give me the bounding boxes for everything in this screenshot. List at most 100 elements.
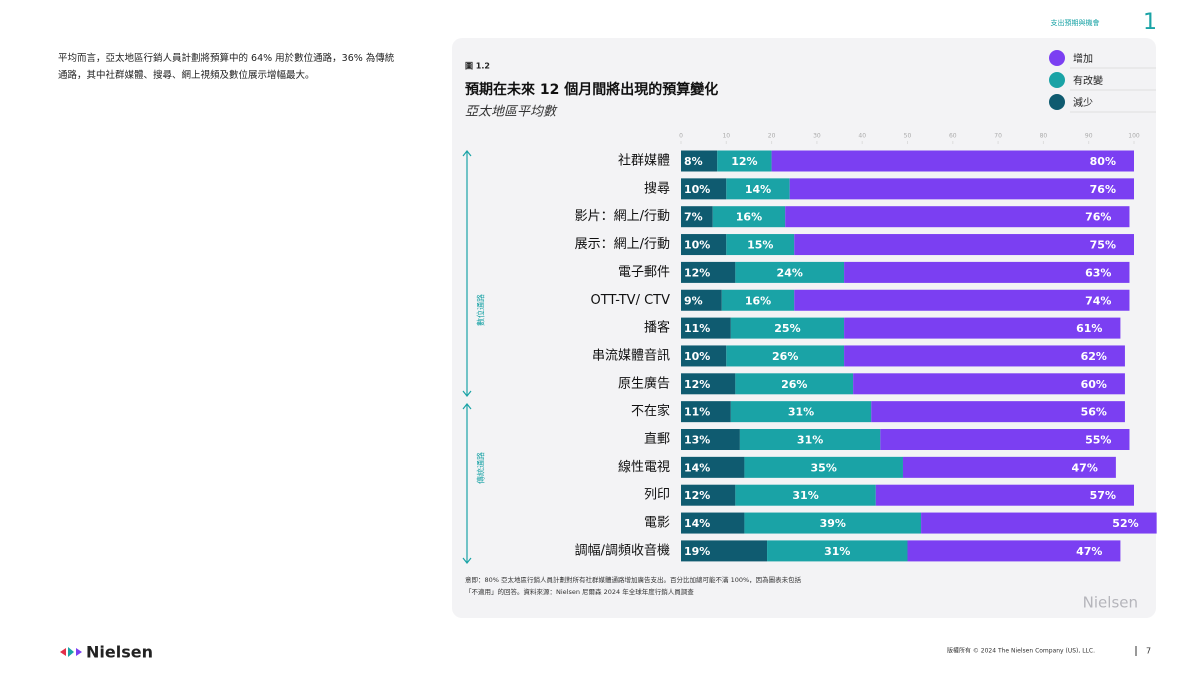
bar-segment [726, 178, 790, 200]
bar-segment [721, 289, 795, 311]
intro-text: 平均而言，亞太地區行銷人員計劃將預算中的 64% 用於數位通路，36% 為傳統通… [58, 53, 395, 81]
x-tick-label: 70 [994, 133, 1002, 140]
value-label: 75% [1090, 239, 1116, 252]
value-label: 12% [684, 378, 710, 391]
value-label: 76% [1085, 211, 1111, 224]
bar-segment [681, 540, 768, 562]
value-label: 47% [1072, 461, 1098, 474]
value-label: 16% [736, 211, 762, 224]
y-tick-label: 線性電視 [618, 459, 670, 475]
bar-segment [794, 289, 1130, 311]
value-label: 74% [1085, 294, 1111, 307]
value-label: 57% [1090, 489, 1116, 502]
value-label: 7% [684, 211, 703, 224]
bar-segment [739, 429, 881, 450]
x-tick-label: 40 [858, 133, 866, 140]
x-tick-label: 0 [679, 133, 683, 140]
chart-subtitle: 亞太地區平均數 [465, 105, 558, 120]
bar-segment [844, 317, 1121, 339]
arrow-head [462, 557, 472, 564]
bar-segment [844, 345, 1125, 367]
value-label: 11% [684, 322, 710, 335]
y-tick-label: 列印 [644, 488, 670, 503]
bar-segment [730, 317, 845, 339]
value-label: 31% [792, 489, 818, 502]
group-label: 傳統通路 [476, 452, 486, 484]
x-tick-label: 90 [1085, 133, 1093, 140]
value-label: 39% [820, 517, 846, 530]
bar-segment [681, 512, 745, 534]
x-tick-label: 20 [768, 133, 776, 140]
bar-segment [712, 206, 786, 228]
bar-segment [681, 261, 736, 283]
section-number: 1 [1143, 10, 1157, 35]
bar-segment [785, 206, 1130, 228]
value-label: 12% [731, 155, 757, 168]
value-label: 13% [684, 434, 710, 447]
x-tick-label: 80 [1040, 133, 1048, 140]
y-tick-label: 電子郵件 [618, 265, 670, 280]
bar-segment [735, 484, 876, 506]
bar-segment [730, 401, 872, 423]
logo-shape [76, 648, 82, 656]
value-label: 26% [781, 378, 807, 391]
value-label: 10% [684, 350, 710, 363]
bar-segment [767, 540, 908, 562]
value-label: 56% [1081, 406, 1107, 419]
bar-segment [844, 261, 1130, 283]
bar-segment [794, 234, 1134, 256]
legend-label: 減少 [1073, 96, 1093, 109]
chart-title: 預期在未來 12 個月間將出現的預算變化 [465, 81, 718, 98]
value-label: 62% [1081, 350, 1107, 363]
bar-segment [902, 456, 1116, 478]
x-tick-label: 30 [813, 133, 821, 140]
value-label: 76% [1090, 183, 1116, 196]
value-label: 9% [684, 294, 703, 307]
y-tick-label: 直郵 [644, 432, 670, 447]
page-number: 7 [1146, 647, 1151, 656]
figure-label: 圖 1.2 [465, 61, 490, 71]
value-label: 14% [684, 517, 710, 530]
x-tick-label: 10 [722, 133, 730, 140]
bar-segment [681, 484, 736, 506]
x-tick-label: 60 [949, 133, 957, 140]
value-label: 35% [811, 461, 837, 474]
y-tick-label: 社群媒體 [618, 153, 670, 169]
value-label: 55% [1085, 434, 1111, 447]
y-tick-label: 調幅/調頻收音機 [575, 542, 670, 558]
value-label: 14% [684, 461, 710, 474]
y-tick-label: 不在家 [631, 403, 670, 419]
value-label: 60% [1081, 378, 1107, 391]
bar-segment [880, 429, 1130, 450]
value-label: 80% [1090, 155, 1116, 168]
bar-segment [681, 429, 740, 450]
bar-segment [681, 456, 745, 478]
y-tick-label: 原生廣告 [618, 376, 670, 391]
value-label: 12% [684, 266, 710, 279]
legend-label: 有改變 [1073, 74, 1103, 87]
bar-segment [681, 373, 736, 395]
watermark: Nielsen [1083, 594, 1138, 612]
legend-swatch [1049, 94, 1065, 110]
x-tick-label: 100 [1128, 133, 1140, 140]
y-tick-label: 電影 [644, 516, 670, 531]
bar-segment [681, 401, 731, 423]
chart-note: 意即：80% 亞太地區行銷人員計劃對所有社群媒體通路增加廣告支出。百分比加總可能… [465, 575, 802, 584]
arrow-head [462, 150, 472, 157]
value-label: 8% [684, 155, 703, 168]
value-label: 31% [788, 406, 814, 419]
logo-shape [68, 647, 74, 657]
bar-segment [771, 150, 1134, 172]
bar-segment [871, 401, 1125, 423]
bar-segment [726, 345, 845, 367]
y-tick-label: OTT-TV/ CTV [591, 293, 671, 308]
legend-label: 增加 [1073, 52, 1093, 65]
arrow-head [462, 403, 472, 410]
value-label: 14% [745, 183, 771, 196]
value-label: 24% [777, 266, 803, 279]
bar-segment [681, 150, 718, 172]
value-label: 31% [797, 434, 823, 447]
footer-logo: Nielsen [86, 643, 153, 662]
logo-shape [60, 648, 66, 656]
